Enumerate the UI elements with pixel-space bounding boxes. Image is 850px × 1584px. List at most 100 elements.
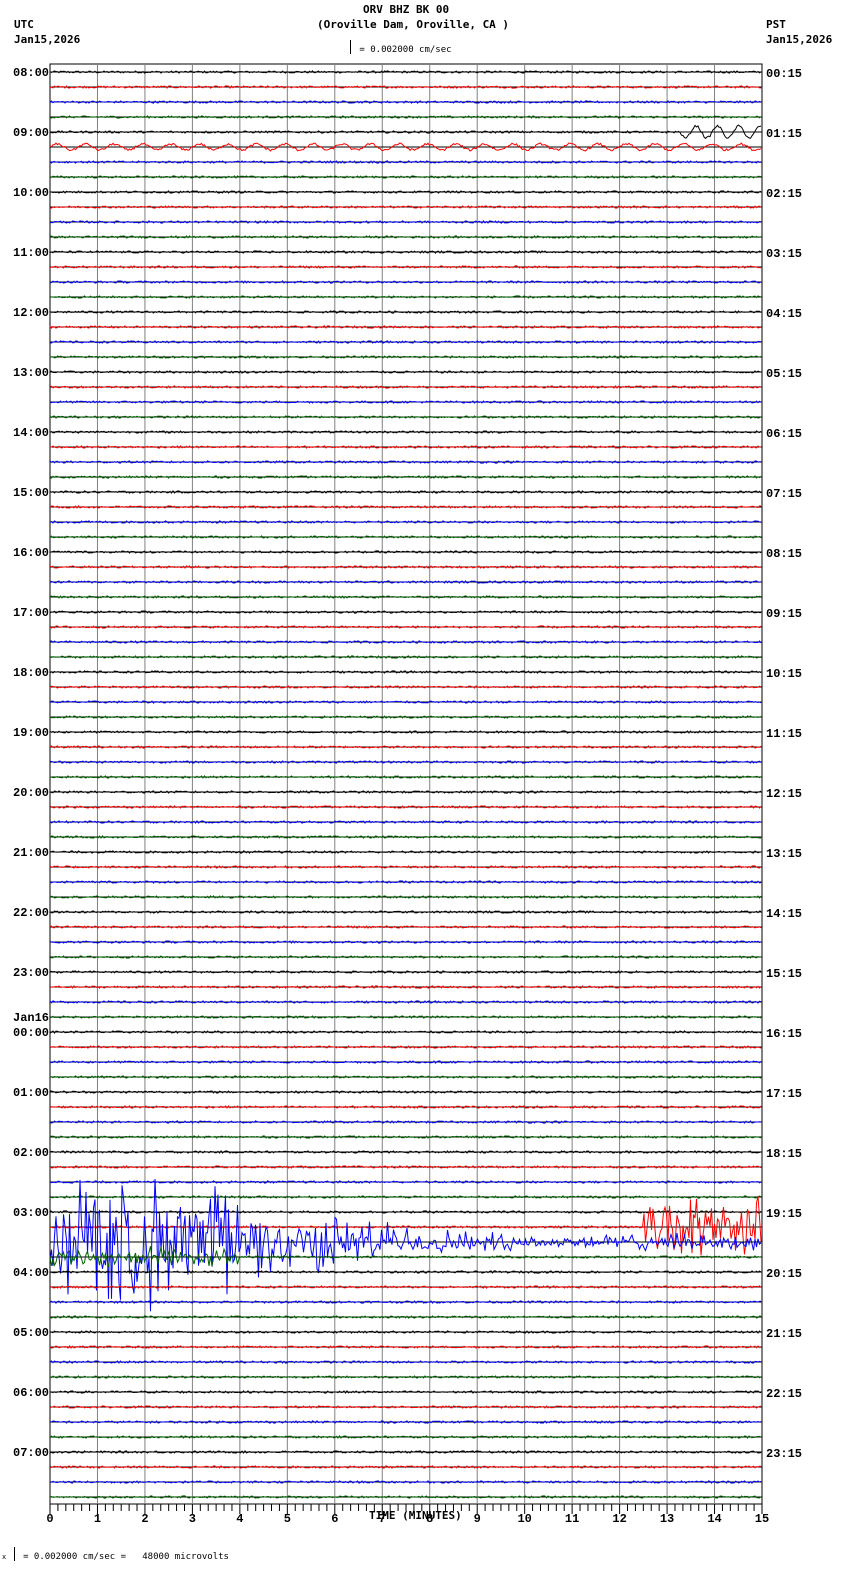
trace-row-80: [49, 1270, 762, 1274]
utc-hour-label: 03:00: [13, 1206, 49, 1220]
utc-hour-label: 01:00: [13, 1086, 49, 1100]
trace-row-22: [49, 400, 762, 404]
utc-hour-label: 21:00: [13, 846, 49, 860]
station-location: (Oroville Dam, Oroville, CA ): [317, 18, 510, 31]
trace-row-1: [49, 85, 762, 89]
trace-row-27: [49, 475, 762, 479]
trace-row-81: [49, 1285, 762, 1289]
trace-row-82: [49, 1300, 761, 1304]
trace-row-73: [49, 1165, 762, 1169]
trace-row-31: [49, 535, 762, 539]
trace-row-53: [49, 865, 762, 869]
x-tick-label: 6: [331, 1512, 338, 1526]
pst-hour-label: 06:15: [766, 427, 802, 441]
trace-row-86: [49, 1360, 762, 1364]
trace-row-10: [49, 220, 762, 224]
pst-hour-label: 14:15: [766, 907, 802, 921]
trace-row-49: [49, 805, 762, 809]
trace-row-44: [49, 730, 762, 734]
trace-row-35: [49, 595, 762, 599]
trace-row-38: [49, 640, 762, 644]
pst-hour-label: 02:15: [766, 187, 802, 201]
trace-row-18: [49, 340, 762, 344]
trace-row-17: [49, 325, 762, 329]
x-tick-label: 9: [474, 1512, 481, 1526]
trace-row-19: [49, 355, 762, 359]
pst-hour-label: 22:15: [766, 1387, 802, 1401]
trace-row-39: [49, 655, 762, 659]
trace-row-5: [49, 142, 762, 152]
trace-row-87: [49, 1375, 762, 1379]
trace-row-74: [49, 1180, 762, 1184]
utc-hour-label: 07:00: [13, 1446, 49, 1460]
trace-row-94: [49, 1480, 762, 1484]
pst-hour-label: 04:15: [766, 307, 802, 321]
trace-row-66: [49, 1060, 762, 1064]
utc-hour-label: 02:00: [13, 1146, 49, 1160]
trace-row-15: [49, 295, 762, 299]
utc-hour-label: 10:00: [13, 186, 49, 200]
trace-row-68: [49, 1090, 762, 1094]
pst-hour-label: 03:15: [766, 247, 802, 261]
utc-hour-label: 06:00: [13, 1386, 49, 1400]
x-axis-label: TIME (MINUTES): [369, 1509, 462, 1522]
pst-hour-label: 05:15: [766, 367, 802, 381]
trace-row-50: [49, 820, 762, 824]
trace-row-61: [49, 985, 762, 989]
trace-row-36: [49, 610, 761, 614]
x-tick-label: 8: [426, 1512, 433, 1526]
trace-row-29: [49, 505, 762, 509]
trace-row-57: [49, 925, 762, 929]
utc-hour-label: 11:00: [13, 246, 49, 260]
pst-hour-label: 11:15: [766, 727, 802, 741]
trace-row-47: [49, 775, 762, 779]
utc-hour-label: 12:00: [13, 306, 49, 320]
scale-bar-icon: [350, 40, 356, 54]
pst-hour-label: 18:15: [766, 1147, 802, 1161]
utc-hour-label: 04:00: [13, 1266, 49, 1280]
pst-hour-label: 13:15: [766, 847, 802, 861]
right-date: Jan15,2026: [766, 33, 833, 46]
scale-bar-icon: [13, 1547, 20, 1561]
pst-hour-label: 15:15: [766, 967, 802, 981]
utc-hour-label: 23:00: [13, 966, 49, 980]
utc-hour-label: 20:00: [13, 786, 49, 800]
trace-row-79: [49, 1246, 762, 1268]
left-date: Jan15,2026: [14, 33, 81, 46]
trace-row-41: [49, 685, 762, 689]
footer-scale: x = 0.002000 cm/sec = 48000 microvolts: [2, 1545, 229, 1563]
trace-row-54: [49, 880, 762, 884]
utc-hour-label: 08:00: [13, 66, 49, 80]
trace-row-85: [49, 1345, 762, 1349]
trace-row-43: [49, 715, 762, 719]
trace-row-70: [49, 1120, 762, 1124]
trace-row-60: [50, 970, 762, 974]
trace-row-84: [50, 1330, 762, 1334]
trace-row-90: [49, 1420, 762, 1424]
utc-hour-label: 22:00: [13, 906, 49, 920]
trace-row-59: [49, 955, 762, 959]
trace-row-64: [49, 1030, 762, 1034]
trace-row-56: [49, 910, 762, 914]
x-tick-label: 13: [660, 1512, 674, 1526]
utc-hour-label: 00:00: [13, 1026, 49, 1040]
trace-row-89: [49, 1405, 762, 1409]
trace-row-83: [49, 1315, 762, 1319]
trace-row-63: [49, 1015, 762, 1019]
trace-row-51: [49, 835, 762, 839]
trace-row-32: [49, 550, 762, 554]
x-tick-label: 12: [612, 1512, 626, 1526]
pst-hour-label: 20:15: [766, 1267, 802, 1281]
trace-row-9: [49, 205, 762, 209]
trace-row-2: [49, 100, 762, 104]
trace-row-78: [49, 1178, 762, 1312]
utc-hour-label: 16:00: [13, 546, 49, 560]
trace-row-33: [49, 565, 762, 569]
utc-hour-label: 19:00: [13, 726, 49, 740]
pst-hour-label: 00:15: [766, 67, 802, 81]
pst-hour-label: 09:15: [766, 607, 802, 621]
x-tick-label: 7: [379, 1512, 386, 1526]
station-title: ORV BHZ BK 00: [363, 3, 450, 16]
right-timezone: PST: [766, 18, 786, 31]
trace-row-71: [49, 1135, 762, 1139]
